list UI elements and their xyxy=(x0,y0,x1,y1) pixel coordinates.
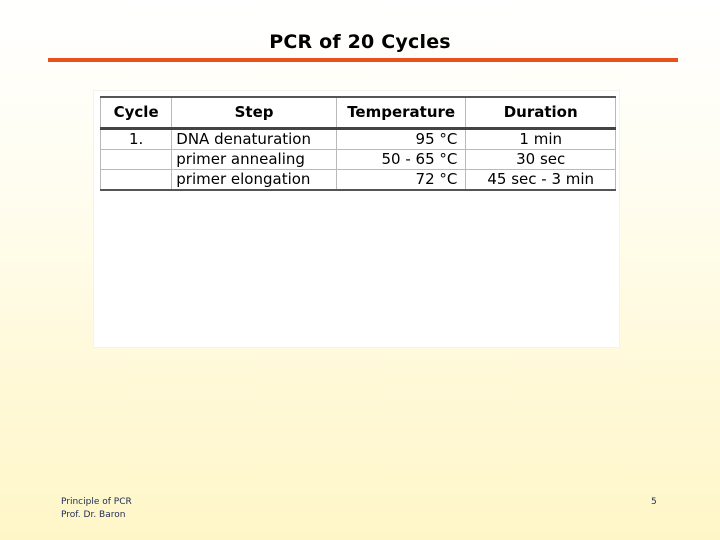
cell-temperature: 50 - 65 °C xyxy=(335,149,467,170)
footer-author: Prof. Dr. Baron xyxy=(61,510,126,520)
page-number: 5 xyxy=(651,497,657,507)
header-cycle: Cycle xyxy=(99,96,173,130)
table-header-row: Cycle Step Temperature Duration xyxy=(99,96,616,130)
cell-temperature: 95 °C xyxy=(335,128,467,150)
title-divider xyxy=(48,58,678,62)
cell-step: primer elongation xyxy=(171,169,337,191)
header-temperature: Temperature xyxy=(335,96,467,130)
cell-cycle xyxy=(99,149,173,170)
footer-course-title: Principle of PCR xyxy=(61,497,132,507)
slide-title: PCR of 20 Cycles xyxy=(269,31,451,53)
cell-cycle xyxy=(99,169,173,191)
cell-cycle: 1. xyxy=(99,128,173,150)
pcr-cycle-table: Cycle Step Temperature Duration 1. DNA d… xyxy=(99,96,616,191)
cell-duration: 30 sec xyxy=(465,149,616,170)
table-row: 1. DNA denaturation 95 °C 1 min xyxy=(99,128,616,150)
cell-duration: 1 min xyxy=(465,128,616,150)
header-step: Step xyxy=(171,96,337,130)
cell-temperature: 72 °C xyxy=(335,169,467,191)
table-row: primer elongation 72 °C 45 sec - 3 min xyxy=(99,169,616,191)
cell-duration: 45 sec - 3 min xyxy=(465,169,616,191)
cell-step: DNA denaturation xyxy=(171,128,337,150)
cell-step: primer annealing xyxy=(171,149,337,170)
header-duration: Duration xyxy=(465,96,616,130)
table-row: primer annealing 50 - 65 °C 30 sec xyxy=(99,149,616,170)
footer-info: Principle of PCR Prof. Dr. Baron xyxy=(61,496,132,522)
